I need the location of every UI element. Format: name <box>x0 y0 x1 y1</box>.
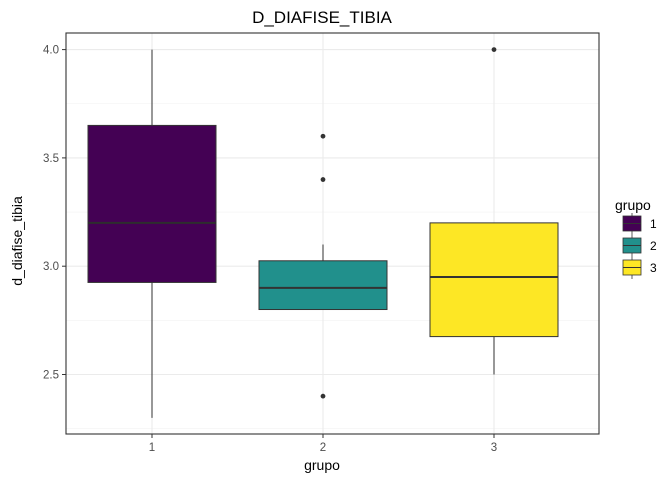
outlier-point <box>320 133 326 139</box>
outlier-point <box>320 393 326 399</box>
x-axis-title: grupo <box>304 457 340 473</box>
y-tick-label: 3.5 <box>43 153 59 165</box>
x-tick-label: 2 <box>320 442 326 454</box>
outlier-point <box>320 177 326 182</box>
legend-title: grupo <box>615 197 651 213</box>
box-group-1 <box>87 124 217 283</box>
y-axis-title: d_diafise_tibia <box>9 196 25 286</box>
plot-area: 2.5 3.0 3.5 4.0 1 2 3 <box>43 32 600 454</box>
box-group-3 <box>429 222 559 338</box>
x-tick-label: 3 <box>491 442 497 454</box>
y-tick-label: 4.0 <box>43 45 59 57</box>
legend-label: 3 <box>650 261 657 275</box>
y-tick-label: 2.5 <box>43 370 59 382</box>
y-tick-label: 3.0 <box>43 261 59 273</box>
legend-label: 1 <box>650 217 657 231</box>
outlier-point <box>491 47 497 52</box>
x-tick-label: 1 <box>149 442 155 454</box>
legend-label: 2 <box>650 239 657 253</box>
panel-border <box>65 32 600 435</box>
legend: grupo 1 2 3 <box>615 197 657 279</box>
chart-title: D_DIAFISE_TIBIA <box>252 8 392 27</box>
box-group-2 <box>258 260 388 311</box>
